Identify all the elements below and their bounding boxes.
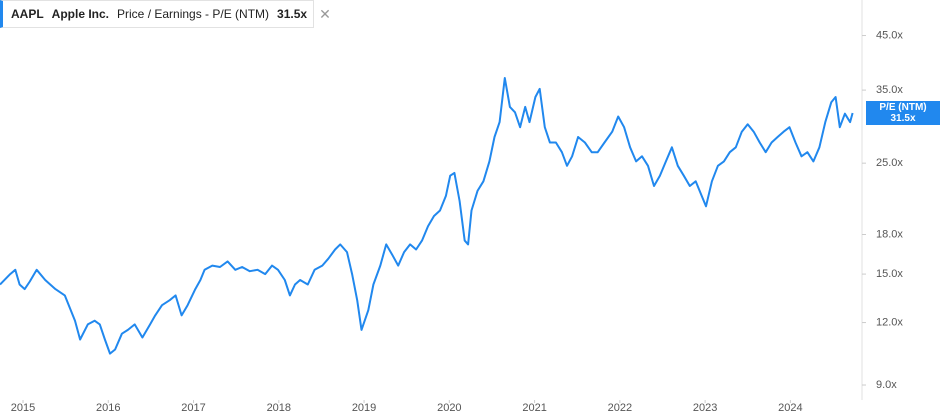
y-tick-label: 18.0x bbox=[876, 228, 903, 240]
marker-name: P/E (NTM) bbox=[879, 101, 927, 113]
y-tick-label: 25.0x bbox=[876, 157, 903, 169]
x-tick-label: 2016 bbox=[96, 402, 120, 414]
marker-label: 31.5x bbox=[890, 112, 916, 124]
x-tick-label: 2023 bbox=[693, 402, 717, 414]
x-tick-label: 2022 bbox=[608, 402, 632, 414]
ticker: AAPL bbox=[11, 7, 44, 21]
y-tick-label: 35.0x bbox=[876, 84, 903, 96]
y-tick-label: 45.0x bbox=[876, 29, 903, 41]
legend-chip[interactable]: AAPL Apple Inc. Price / Earnings - P/E (… bbox=[0, 0, 331, 28]
y-tick-label: 12.0x bbox=[876, 316, 903, 328]
current-value: 31.5x bbox=[277, 7, 308, 21]
x-tick-label: 2021 bbox=[522, 402, 546, 414]
last-value-marker: P/E (NTM) 31.5x bbox=[866, 100, 940, 125]
x-tick-label: 2017 bbox=[181, 402, 205, 414]
x-tick-label: 2019 bbox=[352, 402, 376, 414]
y-tick-label: 9.0x bbox=[876, 379, 897, 391]
pe-line bbox=[0, 77, 854, 355]
x-tick-label: 2018 bbox=[267, 402, 291, 414]
x-tick-label: 2020 bbox=[437, 402, 461, 414]
x-tick-label: 2015 bbox=[11, 402, 35, 414]
close-button[interactable]: ✕ bbox=[319, 5, 331, 22]
company: Apple Inc. bbox=[51, 7, 110, 21]
metric: Price / Earnings - P/E (NTM) bbox=[117, 7, 270, 21]
x-tick-label: 2024 bbox=[778, 402, 802, 414]
y-tick-label: 15.0x bbox=[876, 268, 903, 280]
